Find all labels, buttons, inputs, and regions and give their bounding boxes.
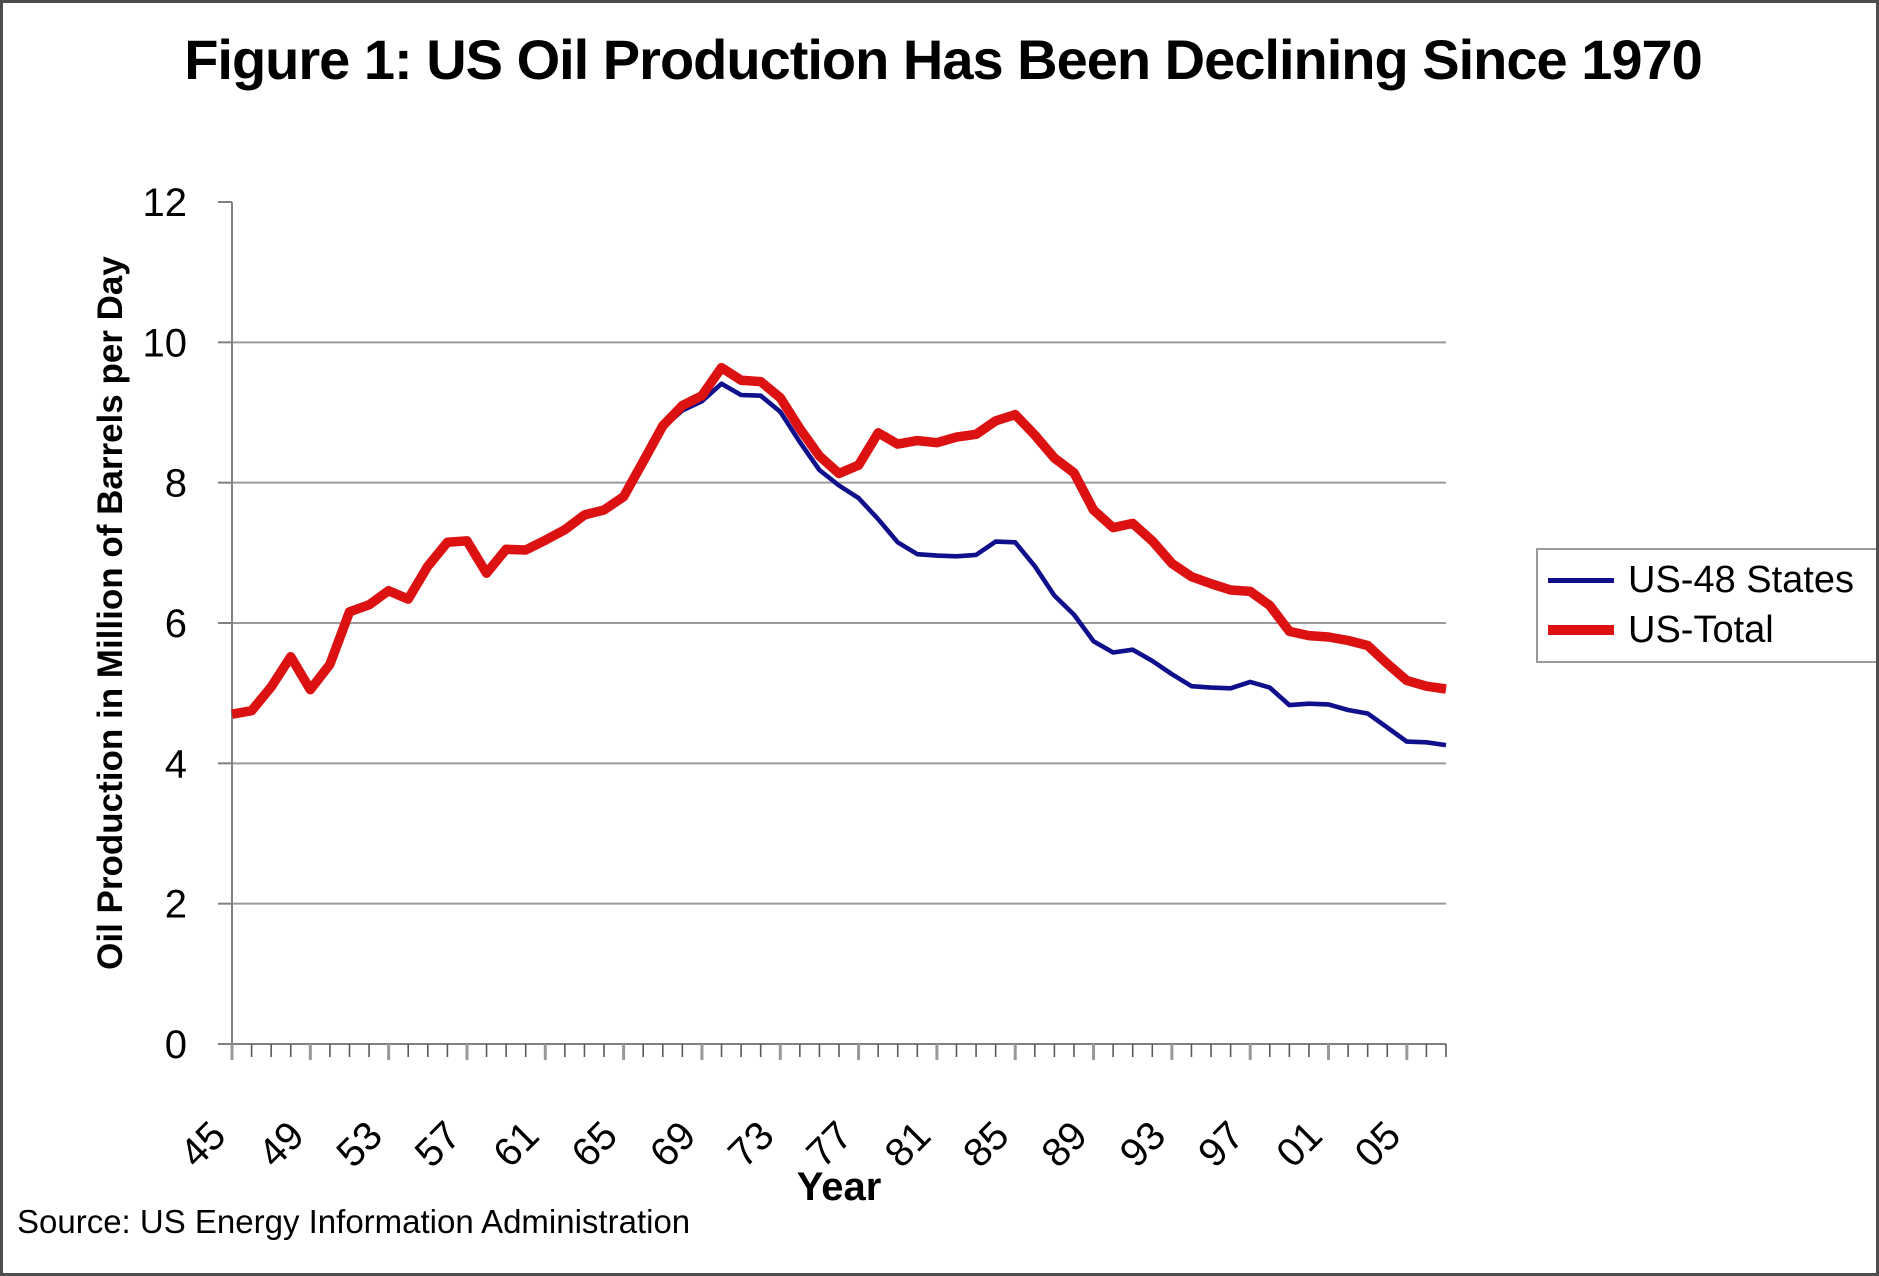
svg-text:61: 61: [485, 1113, 548, 1176]
svg-text:65: 65: [563, 1113, 626, 1176]
us-total-line-swatch: [1548, 625, 1614, 636]
x-axis-title: Year: [796, 1165, 882, 1209]
svg-text:10: 10: [143, 321, 188, 365]
series-line-us-48-states: [231, 381, 1447, 748]
svg-text:05: 05: [1347, 1113, 1410, 1176]
svg-text:53: 53: [328, 1113, 391, 1176]
svg-text:93: 93: [1112, 1113, 1175, 1176]
source-note: Source: US Energy Information Administra…: [17, 1203, 691, 1240]
legend-label-us-total: US-Total: [1628, 608, 1774, 651]
svg-text:57: 57: [407, 1113, 470, 1176]
svg-text:81: 81: [877, 1113, 940, 1176]
svg-text:01: 01: [1268, 1113, 1331, 1176]
x-axis-tick-labels: 45 49 53 57 61 65 69 73 77 81 85 89 93 97 01 05: [172, 1113, 1409, 1176]
legend-label-us48: US-48 States: [1628, 559, 1854, 602]
svg-text:2: 2: [165, 883, 187, 927]
svg-text:89: 89: [1033, 1113, 1096, 1176]
x-axis-ticks: [230, 1044, 1447, 1060]
y-axis-ticks: [218, 201, 232, 1045]
gridlines: [232, 341, 1446, 905]
svg-text:8: 8: [165, 462, 187, 506]
svg-text:45: 45: [172, 1113, 235, 1176]
svg-text:6: 6: [165, 602, 187, 646]
svg-text:0: 0: [165, 1023, 187, 1067]
us48-line-swatch: [1548, 578, 1614, 584]
legend-item-us48: US-48 States: [1548, 559, 1876, 602]
legend-item-us-total: US-Total: [1548, 608, 1876, 652]
y-axis-title: Oil Production in Million of Barrels per…: [91, 256, 130, 970]
svg-text:4: 4: [165, 742, 187, 786]
svg-text:69: 69: [642, 1113, 705, 1176]
svg-text:85: 85: [955, 1113, 1018, 1176]
series-line-us-total: [231, 362, 1447, 719]
svg-text:73: 73: [720, 1113, 783, 1176]
chart-title: Figure 1: US Oil Production Has Been Dec…: [184, 28, 1703, 91]
svg-text:97: 97: [1190, 1113, 1253, 1176]
y-axis-tick-labels: 0 2 4 6 8 10 12: [143, 181, 188, 1067]
svg-text:12: 12: [143, 181, 188, 225]
svg-text:49: 49: [250, 1113, 313, 1176]
legend-box: US-48 States US-Total: [1536, 548, 1876, 663]
